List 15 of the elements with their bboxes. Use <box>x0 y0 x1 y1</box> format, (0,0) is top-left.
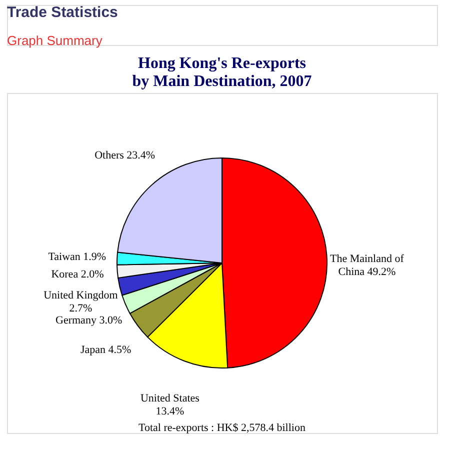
slice-label: United Kingdom <box>44 290 118 302</box>
slice-label: United States <box>140 392 200 404</box>
text: by Main Destination, 2007 <box>132 73 312 90</box>
text: Hong Kong's Re-exports <box>138 55 306 72</box>
slice-label: Others 23.4% <box>94 149 156 162</box>
data-label: 2.7% <box>69 302 92 315</box>
text: Graph Summary <box>7 33 103 48</box>
slice-label: Korea 2.0% <box>51 268 104 281</box>
text: Total re-exports : HK$ 2,578.4 billion <box>138 422 306 434</box>
data-label: 13.4% <box>156 405 184 418</box>
slice-label: Japan 4.5% <box>80 344 132 356</box>
slice-label: Germany 3.0% <box>56 314 122 326</box>
slice-label: The Mainland of China 49.2% <box>330 253 404 278</box>
text: Trade Statistics <box>7 4 118 21</box>
slice-label: Taiwan 1.9% <box>48 250 106 263</box>
